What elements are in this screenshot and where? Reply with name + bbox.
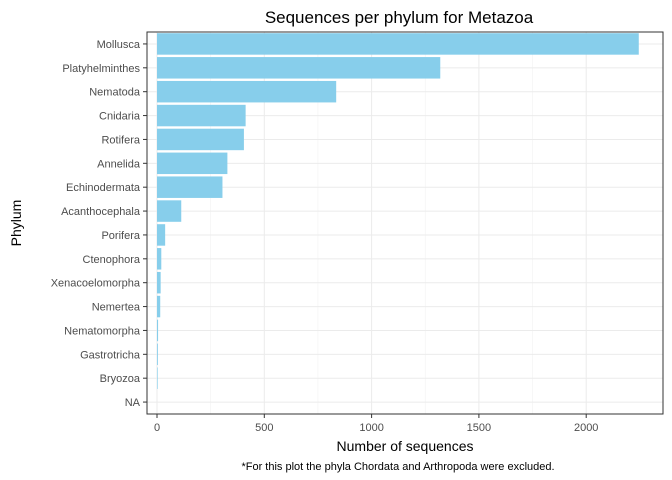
- y-tick-label: Nematoda: [89, 87, 141, 99]
- y-tick-label: Echinodermata: [66, 182, 141, 194]
- y-tick-label: Rotifera: [101, 134, 140, 146]
- y-tick-label: Acanthocephala: [61, 206, 141, 218]
- bar-gastrotricha: [157, 344, 158, 365]
- y-tick-label: Mollusca: [97, 39, 141, 51]
- y-axis-title: Phylum: [8, 200, 24, 247]
- y-axis: Mollusca Platyhelminthes Nematoda Cnidaria R…: [51, 39, 147, 409]
- y-tick-label: Nematomorpha: [64, 325, 141, 337]
- y-tick-label: Cnidaria: [99, 111, 141, 123]
- x-tick-label: 0: [154, 422, 160, 434]
- bar-nematoda: [157, 81, 336, 102]
- y-tick-label: Xenacoelomorpha: [51, 278, 141, 290]
- y-tick-label: Platyhelminthes: [62, 63, 140, 75]
- bar-cnidaria: [157, 105, 246, 126]
- y-tick-label: Annelida: [97, 158, 141, 170]
- x-axis: 0 500 1000 1500 2000: [154, 414, 599, 434]
- x-tick-label: 500: [255, 422, 273, 434]
- bar-platyhelminthes: [157, 57, 440, 78]
- bar-nematomorpha: [157, 320, 158, 341]
- bar-rotifera: [157, 129, 244, 150]
- y-tick-label: Bryozoa: [100, 373, 141, 385]
- bar-annelida: [157, 153, 227, 174]
- x-tick-label: 1000: [359, 422, 383, 434]
- bar-mollusca: [157, 33, 639, 54]
- bar-acanthocephala: [157, 200, 181, 221]
- x-tick-label: 2000: [574, 422, 598, 434]
- chart-caption: *For this plot the phyla Chordata and Ar…: [241, 461, 554, 473]
- bar-porifera: [157, 224, 165, 245]
- x-tick-label: 1500: [467, 422, 491, 434]
- y-tick-label: Porifera: [101, 230, 140, 242]
- bar-xenacoelomorpha: [157, 272, 161, 293]
- bar-ctenophora: [157, 248, 161, 269]
- bar-nemertea: [157, 296, 160, 317]
- y-tick-label: Nemertea: [92, 302, 141, 314]
- y-tick-label: Gastrotricha: [80, 349, 141, 361]
- y-tick-label: Ctenophora: [83, 254, 141, 266]
- y-tick-label: NA: [125, 397, 141, 409]
- bar-echinodermata: [157, 176, 222, 197]
- bar-bryozoa: [157, 367, 158, 388]
- chart-title: Sequences per phylum for Metazoa: [265, 8, 534, 27]
- x-axis-title: Number of sequences: [337, 438, 474, 454]
